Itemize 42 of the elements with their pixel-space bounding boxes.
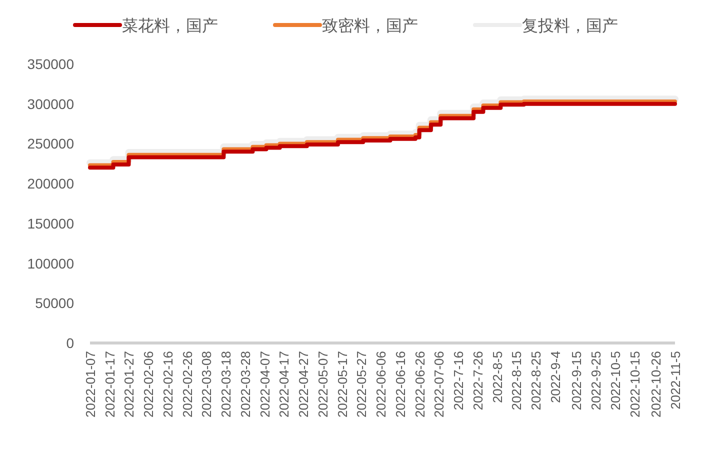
x-tick-label: 2022-05-27 bbox=[354, 351, 370, 418]
x-tick-label: 2022-04-07 bbox=[257, 351, 272, 418]
x-tick-label: 2022-11-5 bbox=[668, 351, 683, 410]
y-tick-label: 250000 bbox=[27, 136, 74, 152]
x-tick-label: 2022-06-06 bbox=[374, 351, 389, 418]
legend-label: 致密料，国产 bbox=[322, 17, 418, 35]
x-tick-label: 2022-03-28 bbox=[238, 351, 253, 418]
x-tick-label: 2022-03-08 bbox=[199, 351, 214, 418]
x-tick-label: 2022-01-17 bbox=[102, 351, 118, 418]
y-tick-label: 100000 bbox=[27, 255, 74, 272]
x-tick-label: 2022-01-07 bbox=[83, 351, 98, 418]
y-tick-label: 350000 bbox=[27, 56, 74, 72]
y-tick-label: 50000 bbox=[35, 295, 74, 312]
x-tick-label: 2022-05-17 bbox=[334, 351, 350, 418]
x-tick-label: 2022-02-26 bbox=[180, 351, 195, 418]
x-tick-label: 2022-04-27 bbox=[296, 351, 312, 418]
y-tick-label: 0 bbox=[66, 335, 74, 351]
x-tick-label: 2022-10-15 bbox=[627, 351, 642, 418]
x-tick-label: 2022-7-26 bbox=[470, 351, 486, 410]
x-tick-label: 2022-02-16 bbox=[160, 351, 176, 418]
x-tick-label: 2022-02-06 bbox=[141, 351, 156, 418]
x-tick-label: 2022-01-27 bbox=[122, 351, 137, 418]
x-tick-label: 2022-7-16 bbox=[451, 351, 466, 410]
x-tick-label: 2022-10-26 bbox=[648, 351, 664, 418]
x-tick-label: 2022-10-5 bbox=[608, 351, 623, 410]
x-tick-label: 2022-03-18 bbox=[218, 351, 234, 418]
x-tick-label: 2022-07-06 bbox=[432, 351, 447, 418]
x-tick-label: 2022-8-15 bbox=[509, 351, 524, 410]
x-tick-label: 2022-9-4 bbox=[548, 351, 563, 404]
x-tick-label: 2022-05-07 bbox=[315, 351, 330, 418]
y-tick-label: 300000 bbox=[27, 96, 74, 112]
x-tick-label: 2022-8-5 bbox=[490, 351, 505, 404]
x-tick-label: 2022-06-26 bbox=[412, 351, 428, 418]
legend-label: 菜花料，国产 bbox=[122, 17, 218, 35]
x-tick-label: 2022-9-15 bbox=[569, 351, 584, 410]
y-tick-label: 200000 bbox=[27, 176, 74, 192]
x-tick-label: 2022-04-17 bbox=[276, 351, 292, 418]
x-tick-label: 2022-8-25 bbox=[528, 351, 544, 410]
x-tick-label: 2022-9-25 bbox=[588, 351, 604, 410]
legend-label: 复投料，国产 bbox=[522, 17, 618, 35]
x-tick-label: 2022-06-16 bbox=[392, 351, 408, 418]
y-tick-label: 150000 bbox=[27, 215, 74, 232]
